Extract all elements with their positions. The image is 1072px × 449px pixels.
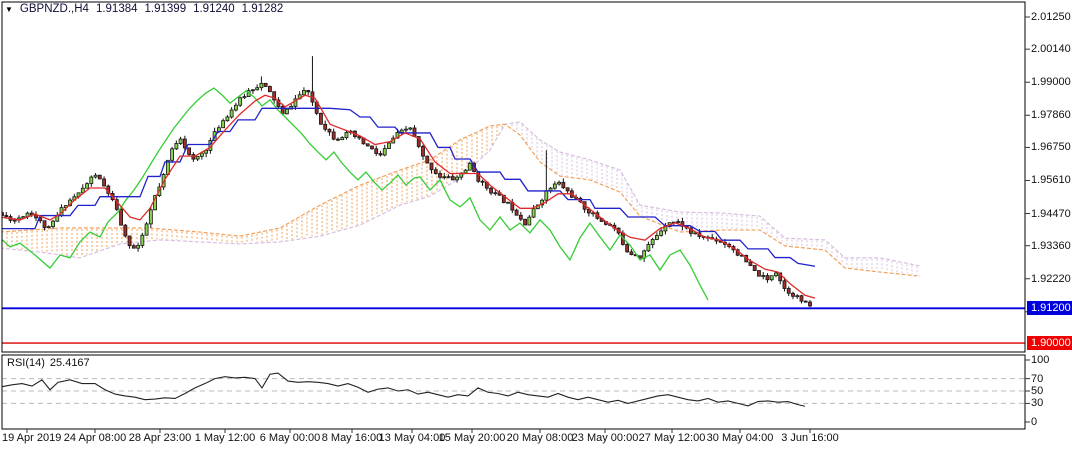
price-tick-label: 1.94470 bbox=[1031, 207, 1071, 220]
time-tick-label: 8 May 16:00 bbox=[321, 432, 383, 444]
time-tick-label: 23 May 00:00 bbox=[571, 432, 639, 444]
rsi-level-label: 50 bbox=[1031, 385, 1044, 397]
time-tick-label: 27 May 12:00 bbox=[638, 432, 706, 444]
time-tick-label: 3 Jun 16:00 bbox=[781, 432, 839, 444]
ohlc-open: 1.91384 bbox=[95, 3, 138, 15]
price-level-badge: 1.90000 bbox=[1027, 336, 1072, 351]
current-price-badge: 1.91200 bbox=[1027, 301, 1072, 316]
symbol-period: GBPNZD.,H4 bbox=[19, 3, 89, 15]
ohlc-low: 1.91240 bbox=[193, 3, 235, 15]
time-tick-label: 24 Apr 08:00 bbox=[63, 432, 127, 444]
price-tick-label: 1.99000 bbox=[1031, 76, 1071, 89]
time-tick-label: 30 May 04:00 bbox=[706, 432, 774, 444]
symbol-dropdown-icon[interactable]: ▼ bbox=[5, 4, 13, 14]
price-tick-label: 1.97860 bbox=[1031, 109, 1071, 122]
time-tick-label: 15 May 20:00 bbox=[438, 432, 506, 444]
time-tick-label: 6 May 00:00 bbox=[259, 432, 321, 444]
rsi-level-label: 0 bbox=[1031, 416, 1038, 428]
rsi-level-label: 100 bbox=[1031, 354, 1050, 366]
time-tick-label: 19 Apr 2019 bbox=[2, 432, 62, 444]
time-tick-label: 20 May 08:00 bbox=[506, 432, 574, 444]
rsi-level-label: 30 bbox=[1031, 397, 1044, 410]
price-tick-label: 1.92220 bbox=[1031, 272, 1071, 285]
price-tick-label: 2.00140 bbox=[1031, 43, 1071, 56]
price-tick-label: 1.96750 bbox=[1031, 141, 1071, 154]
rsi-name: RSI(14) bbox=[7, 357, 45, 369]
rsi-value: 25.4167 bbox=[49, 357, 90, 369]
ohlc-high: 1.91399 bbox=[144, 3, 187, 15]
rsi-level-label: 70 bbox=[1031, 372, 1044, 385]
price-tick-label: 1.95610 bbox=[1031, 174, 1071, 187]
ohlc-close: 1.91282 bbox=[241, 3, 284, 15]
chart-title: ▼ GBPNZD.,H4 1.91384 1.91399 1.91240 1.9… bbox=[5, 3, 283, 15]
price-tick-label: 2.01250 bbox=[1031, 11, 1071, 23]
time-tick-label: 13 May 04:00 bbox=[378, 432, 446, 444]
time-tick-label: 1 May 12:00 bbox=[194, 432, 256, 444]
time-tick-label: 28 Apr 23:00 bbox=[128, 432, 192, 444]
price-tick-label: 1.93360 bbox=[1031, 239, 1071, 252]
rsi-indicator-label: RSI(14) 25.4167 bbox=[7, 357, 90, 369]
